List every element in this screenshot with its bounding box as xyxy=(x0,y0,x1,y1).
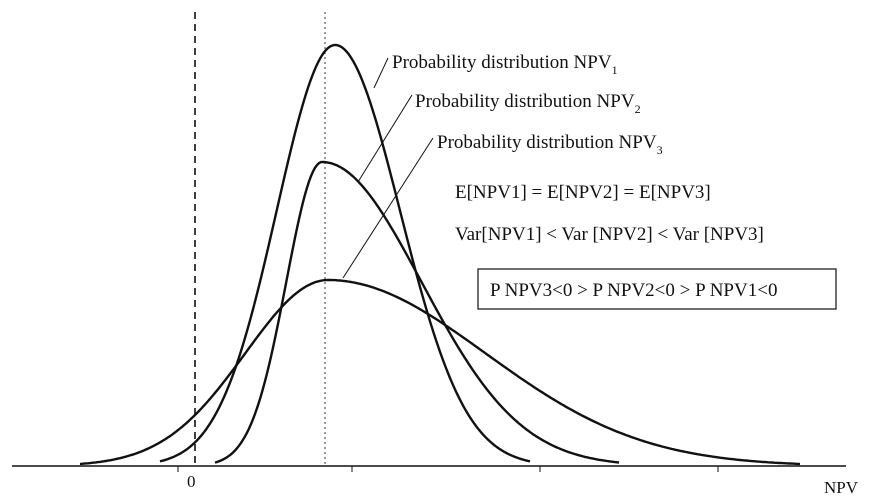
equations: E[NPV1] = E[NPV2] = E[NPV3] Var[NPV1] < … xyxy=(455,182,837,310)
curve-npv3 xyxy=(79,278,800,466)
label-npv3: Probability distribution NPV3 xyxy=(437,132,663,157)
probability-inequality: P NPV3<0 > P NPV2<0 > P NPV1<0 xyxy=(490,280,777,301)
curve-npv1 xyxy=(159,43,531,463)
variances-equation: Var[NPV1] < Var [NPV2] < Var [NPV3] xyxy=(455,224,764,245)
pointer-npv1 xyxy=(373,57,389,89)
label-pointers xyxy=(342,57,434,279)
pointer-npv3 xyxy=(342,137,434,279)
probability-box xyxy=(477,268,837,310)
axis-ticks xyxy=(177,466,719,472)
curve-npv2 xyxy=(214,160,620,464)
zero-label: 0 xyxy=(187,472,196,491)
x-axis-label: NPV xyxy=(824,478,859,497)
pointer-npv2 xyxy=(357,94,413,183)
distribution-curves xyxy=(79,43,800,466)
expectations-equation: E[NPV1] = E[NPV2] = E[NPV3] xyxy=(455,182,711,203)
label-npv2: Probability distribution NPV2 xyxy=(415,91,641,116)
label-npv1: Probability distribution NPV1 xyxy=(392,52,618,77)
